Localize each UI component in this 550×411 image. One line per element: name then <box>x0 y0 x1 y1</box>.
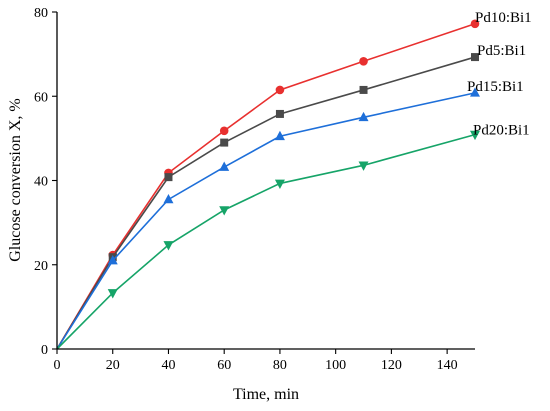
data-point-pd15-bi1 <box>107 255 118 265</box>
data-point-pd15-bi1 <box>470 87 480 97</box>
data-point-pd15-bi1 <box>219 161 230 171</box>
x-tick-label: 100 <box>325 358 346 373</box>
data-point-pd20-bi1 <box>274 179 285 189</box>
data-point-pd10-bi1 <box>275 85 285 95</box>
axes <box>56 12 475 350</box>
data-point-pd10-bi1 <box>470 19 480 29</box>
data-point-pd10-bi1 <box>359 56 368 66</box>
y-tick-label: 0 <box>41 343 48 358</box>
y-tick-label: 40 <box>34 175 48 190</box>
data-point-pd10-bi1 <box>219 126 229 136</box>
y-axis-title: Glucose conversion X, % <box>7 98 24 262</box>
y-tick-label: 80 <box>34 6 48 21</box>
series-label-pd5-bi1: Pd5:Bi1 <box>477 43 526 59</box>
data-point-pd20-bi1 <box>107 289 118 299</box>
data-point-pd5-bi1 <box>220 138 229 147</box>
x-tick-label: 80 <box>273 358 287 373</box>
data-point-pd15-bi1 <box>274 130 285 141</box>
data-point-pd20-bi1 <box>219 206 230 216</box>
y-tick-label: 60 <box>34 90 48 105</box>
data-point-pd5-bi1 <box>275 109 284 118</box>
data-point-pd20-bi1 <box>470 130 480 141</box>
series-label-pd15-bi1: Pd15:Bi1 <box>467 79 524 95</box>
x-tick-label: 140 <box>437 358 458 373</box>
series-line-pd20-bi1 <box>56 133 476 350</box>
series-label-pd20-bi1: Pd20:Bi1 <box>473 123 530 139</box>
plot-series-layer <box>56 19 480 350</box>
data-point-pd20-bi1 <box>163 241 174 251</box>
x-tick-label: 40 <box>161 358 175 373</box>
data-point-pd15-bi1 <box>163 193 174 204</box>
x-tick-label: 20 <box>106 358 120 373</box>
data-point-pd5-bi1 <box>359 85 368 94</box>
data-point-pd20-bi1 <box>358 161 369 171</box>
x-axis-title: Time, min <box>233 386 299 403</box>
series-line-pd10-bi1 <box>56 23 476 350</box>
series-label-pd10-bi1: Pd10:Bi1 <box>475 10 532 26</box>
x-tick-label: 60 <box>217 358 231 373</box>
x-tick-label: 120 <box>381 358 402 373</box>
ticks: 0 20 40 60 80 100 120 140 0 20 40 60 80 <box>34 6 458 373</box>
data-point-pd5-bi1 <box>164 173 173 182</box>
series-labels: Pd10:Bi1 Pd5:Bi1 Pd15:Bi1 Pd20:Bi1 <box>467 10 532 139</box>
data-point-pd15-bi1 <box>358 111 369 122</box>
series-line-pd15-bi1 <box>56 92 476 350</box>
x-tick-label: 0 <box>54 358 61 373</box>
data-point-pd5-bi1 <box>471 53 479 62</box>
y-tick-label: 20 <box>34 259 48 274</box>
